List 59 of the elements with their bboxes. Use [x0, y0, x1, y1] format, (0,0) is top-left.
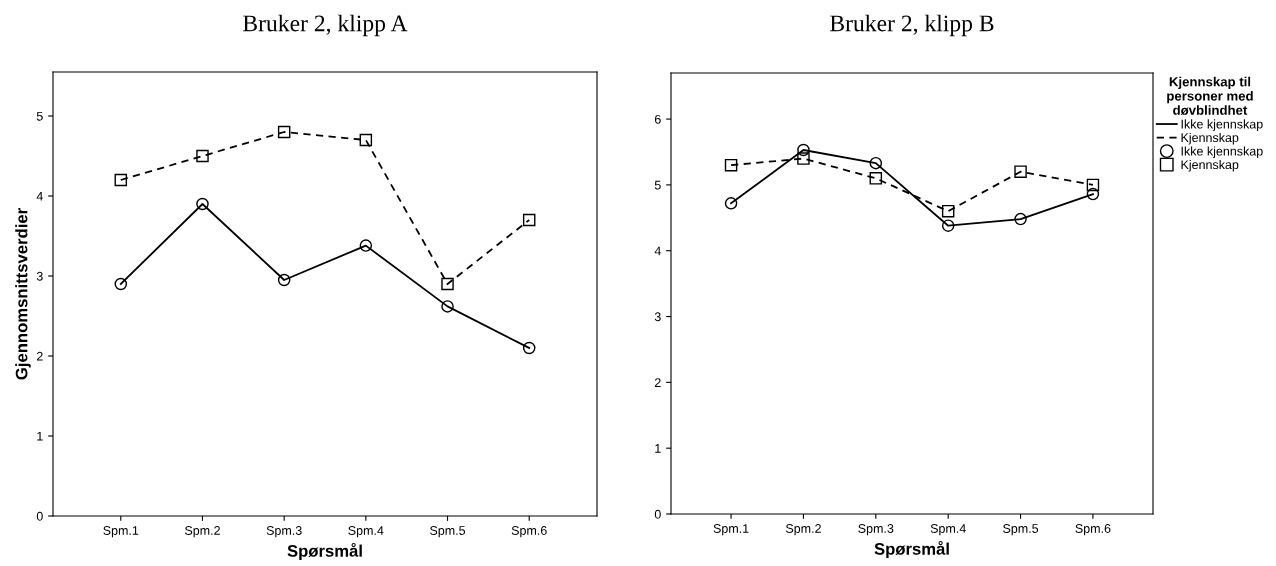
point	[359, 133, 373, 147]
legend-label: Ikke kjennskap	[1181, 146, 1263, 159]
point	[277, 125, 291, 139]
point	[724, 158, 738, 172]
point	[441, 300, 454, 313]
point	[797, 152, 810, 165]
x-tick-label: Spm.1	[103, 526, 139, 538]
text: Kjennskap	[1181, 132, 1239, 145]
x-tick-label: Spm.3	[858, 524, 894, 536]
x-tick-label: Spm.6	[511, 526, 547, 538]
y-tick-label: 0	[654, 509, 661, 519]
y-tick-label: 2	[36, 351, 43, 361]
y-axis-title: Gjennomsnittsverdier	[15, 208, 31, 380]
chart-title: Bruker 2, klipp A	[243, 14, 408, 37]
y-tick-label: 6	[654, 114, 661, 124]
point	[359, 239, 373, 252]
y-tick-label: 2	[654, 378, 661, 387]
point	[1014, 165, 1027, 178]
y-tick-label: 5	[36, 111, 43, 121]
x-tick-label: Spm.5	[1003, 524, 1039, 536]
x-axis-title: Spørsmål	[874, 540, 949, 559]
y-tick-label: 1	[37, 431, 43, 441]
y-tick-label: 3	[36, 271, 43, 281]
point	[114, 173, 128, 187]
x-tick-label: Spm.1	[713, 524, 749, 536]
x-tick-label: Spm.2	[785, 524, 821, 536]
legend-label: Kjennskap	[1181, 159, 1239, 172]
point	[941, 219, 955, 232]
x-tick-label: Spm.6	[1075, 524, 1111, 536]
text: Ikke kjennskap	[1181, 119, 1263, 131]
point	[114, 277, 128, 291]
point	[869, 156, 883, 170]
y-tick-label: 5	[654, 180, 661, 190]
y-tick-label: 4	[654, 246, 661, 256]
y-tick-label: 0	[36, 511, 43, 521]
point	[441, 277, 454, 291]
x-tick-label: Spm.4	[348, 526, 384, 538]
point	[196, 197, 209, 211]
y-tick-label: 3	[654, 312, 661, 322]
point	[522, 341, 536, 355]
x-tick-label: Spm.2	[184, 526, 220, 538]
point	[1086, 187, 1100, 201]
point	[797, 143, 810, 157]
chart-title: Bruker 2, klipp B	[830, 14, 994, 37]
point	[941, 204, 955, 218]
point	[869, 172, 883, 185]
x-tick-label: Spm.4	[930, 524, 966, 536]
point	[277, 273, 291, 287]
x-tick-label: Spm.5	[430, 526, 466, 538]
x-axis-title: Spørsmål	[287, 542, 362, 561]
point	[1086, 178, 1100, 192]
point	[1014, 212, 1027, 226]
y-tick-label: 1	[655, 444, 661, 453]
y-tick-label: 4	[36, 191, 43, 201]
point	[522, 213, 536, 227]
legend-title: Kjennskap til personer med døvblindhet	[1167, 76, 1253, 116]
point	[196, 149, 209, 163]
point	[724, 197, 738, 210]
x-tick-label: Spm.3	[266, 526, 302, 538]
